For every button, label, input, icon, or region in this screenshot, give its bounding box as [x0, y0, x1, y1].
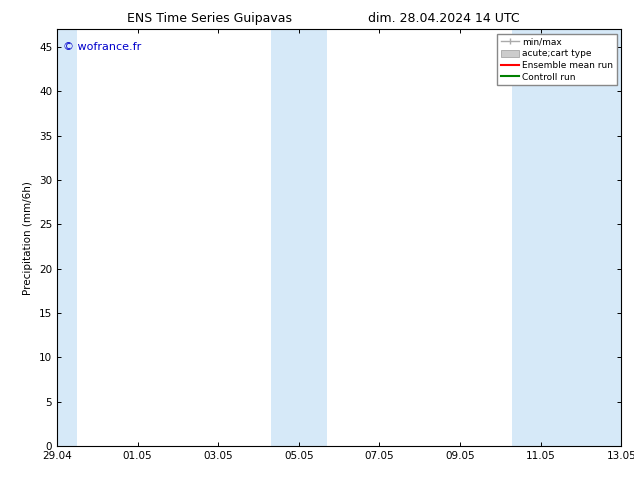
- Text: ENS Time Series Guipavas: ENS Time Series Guipavas: [127, 12, 292, 25]
- Bar: [271, 29, 327, 446]
- Text: © wofrance.fr: © wofrance.fr: [63, 42, 141, 52]
- Bar: [512, 29, 621, 446]
- Text: dim. 28.04.2024 14 UTC: dim. 28.04.2024 14 UTC: [368, 12, 520, 25]
- Bar: [57, 29, 77, 446]
- Legend: min/max, acute;cart type, Ensemble mean run, Controll run: min/max, acute;cart type, Ensemble mean …: [497, 34, 617, 85]
- Y-axis label: Precipitation (mm/6h): Precipitation (mm/6h): [23, 181, 34, 294]
